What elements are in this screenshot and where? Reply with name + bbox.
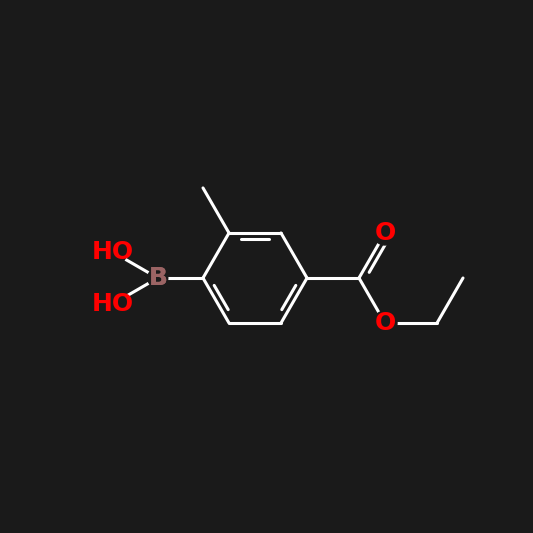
Text: HO: HO — [92, 292, 134, 316]
Circle shape — [373, 311, 397, 335]
Text: O: O — [374, 311, 395, 335]
Circle shape — [373, 221, 397, 245]
Text: HO: HO — [92, 240, 134, 264]
Text: O: O — [374, 221, 395, 245]
Circle shape — [99, 290, 127, 318]
Circle shape — [148, 268, 168, 288]
Circle shape — [99, 238, 127, 266]
Text: B: B — [148, 266, 167, 290]
Text: B: B — [148, 266, 167, 290]
